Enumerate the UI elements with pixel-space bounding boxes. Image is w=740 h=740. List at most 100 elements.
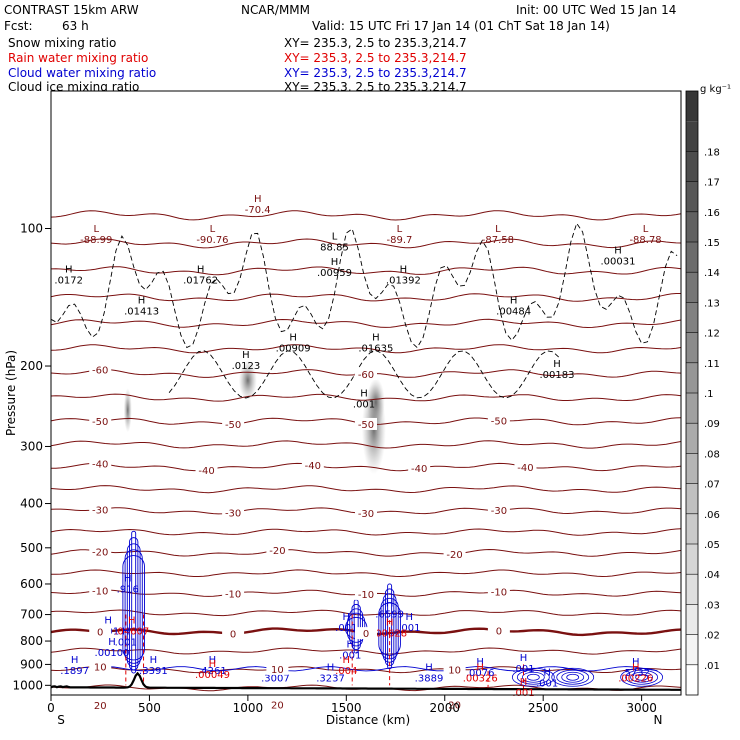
y-tick-label: 1000 (12, 678, 43, 692)
extremum-value: .00100 (95, 648, 130, 659)
north-label: N (654, 713, 663, 727)
extremum-letter: H (124, 574, 132, 585)
isotherm-label: -50 (92, 417, 108, 428)
colorbar-swatch (686, 574, 698, 605)
isotherm-label: -40 (92, 460, 108, 471)
isotherm-label: 0 (230, 629, 236, 640)
cloud-contour (126, 543, 141, 668)
y-tick-label: 100 (20, 222, 43, 236)
colorbar: .01 .02 .03 .04 .05 .06 .07 .08 .09 .1 .11 .12 .13 .1… (685, 90, 720, 696)
extremum-letter: H (209, 655, 217, 666)
extremum-letter: H (543, 667, 551, 678)
isotherm-label: -20 (446, 550, 462, 561)
x-tick-label: 2000 (429, 701, 460, 715)
isotherm-label-bg (266, 698, 289, 711)
org-label: NCAR/MMM (241, 3, 310, 17)
isotherm-label-bg (443, 663, 466, 676)
extremum-value: .00959 (317, 268, 352, 279)
y-tick-label: 500 (20, 541, 43, 555)
x-tick-label: 1000 (233, 701, 264, 715)
isotherm-label-bg (301, 458, 324, 471)
isotherm-line (50, 266, 682, 276)
cloud-contour (635, 673, 649, 681)
extremum-letter: H (476, 662, 484, 673)
isotherm-line (50, 609, 682, 617)
isotherm-line (50, 393, 682, 402)
isotherm-label: -50 (491, 416, 507, 427)
extremum-letter: H (197, 265, 205, 276)
colorbar-swatch (686, 664, 698, 695)
colorbar-swatch (686, 242, 698, 273)
extremum-letter: L (495, 224, 501, 235)
isotherm-line (50, 440, 682, 449)
colorbar-swatch (686, 453, 698, 484)
y-tick-label: 400 (20, 497, 43, 511)
isotherm-label-bg (355, 507, 377, 520)
extremum-value: .004 (335, 666, 357, 677)
cloud-contour (511, 667, 555, 687)
colorbar-tick-label: .09 (704, 419, 720, 430)
isotherm-line (50, 528, 682, 536)
field-label-cloud-water: Cloud water mixing ratio (8, 66, 156, 80)
cloud-contour (516, 669, 550, 685)
isotherm-label: 0 (97, 627, 103, 638)
x-axis-title: Distance (km) (326, 713, 410, 727)
colorbar-tick-label: .14 (704, 268, 720, 279)
x-tick-label: 1500 (331, 701, 362, 715)
rain-water-contours (125, 614, 524, 692)
colorbar-tick-label: .02 (704, 631, 720, 642)
isotherm-label: -10 (92, 586, 108, 597)
isotherm-lines (50, 210, 682, 692)
extremum-value: -90.76 (196, 235, 228, 246)
extremum-value: .0172 (54, 276, 83, 287)
isotherm-label: 0 (363, 629, 369, 640)
forecast-hour: 63 h (62, 19, 89, 33)
y-axis: 100 200 300 400 500 600 700 800 900 1000 (12, 222, 51, 692)
extremum-letter: H (360, 389, 368, 400)
isotherm-label-bg (222, 506, 245, 519)
isotherm-label-bg (514, 460, 537, 473)
isotherm-label: 10 (94, 663, 107, 674)
x-tick-label: 3000 (626, 701, 657, 715)
snow-plume (123, 388, 132, 433)
isotherm-label: -20 (269, 546, 285, 557)
isotherm-line (50, 293, 681, 302)
snow-plume (238, 360, 257, 401)
isotherm-line (50, 647, 682, 655)
x-tick-label: 2500 (528, 701, 559, 715)
colorbar-tick-label: .06 (704, 510, 720, 521)
plot-frame (50, 90, 682, 696)
extremum-value: .00326 (463, 673, 498, 684)
colorbar-swatch (686, 604, 698, 635)
extremum-value: .00183 (539, 370, 574, 381)
colorbar-swatch (686, 362, 698, 393)
cloud-contour (561, 671, 585, 683)
valid-time: Valid: 15 UTC Fri 17 Jan 14 (01 ChT Sat … (312, 19, 610, 33)
colorbar-tick-label: .03 (704, 600, 720, 611)
isotherm-label-bg (355, 587, 377, 600)
isotherm-label-bg (89, 503, 112, 516)
extremum-letter: H (327, 662, 335, 673)
colorbar-tick-label: .01 (704, 661, 720, 672)
extremum-value: .01762 (183, 276, 218, 287)
colorbar-swatch (686, 483, 698, 514)
extremum-value: .001 (339, 650, 361, 661)
extremum-value: -88.99 (80, 235, 112, 246)
cloud-contour (620, 667, 664, 687)
isotherm-label: -50 (358, 420, 374, 431)
isotherm-label-bg (487, 585, 510, 598)
extrema-labels: L-88.99L-90.76H-70.4L88.85L-89.7L-87.58L… (54, 194, 661, 699)
isotherm-line (50, 485, 682, 494)
extremum-letter: H (510, 296, 518, 307)
isotherm-label: -30 (491, 506, 507, 517)
extremum-value: .001 (335, 623, 357, 634)
isotherm-label-bg (443, 698, 466, 711)
isotherm-label: -50 (225, 420, 241, 431)
isotherm-label: 20 (94, 701, 107, 712)
isotherm-label-bg (266, 662, 289, 675)
extremum-letter: H (122, 626, 130, 637)
extremum-letter: H (346, 639, 354, 650)
isotherm-label-bg (222, 417, 245, 430)
extremum-letter: H (71, 655, 79, 666)
extremum-value: .01635 (358, 343, 393, 354)
